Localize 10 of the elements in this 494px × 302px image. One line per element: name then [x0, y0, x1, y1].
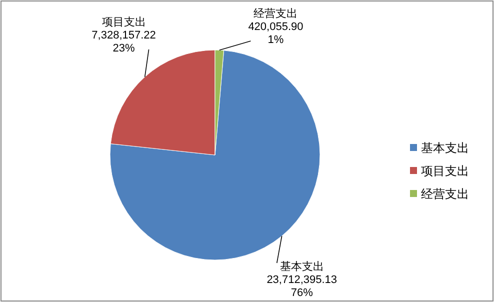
data-label: 7,328,157.22 23%	[92, 29, 156, 54]
legend-label: 项目支出	[421, 164, 469, 178]
slice-label: 经营支出	[254, 7, 298, 20]
slice-label: 基本支出	[280, 260, 324, 273]
data-label: 23,712,395.13 76%	[266, 274, 338, 299]
pie-slice	[110, 50, 320, 260]
legend-label: 经营支出	[421, 187, 469, 201]
slice-label: 项目支出	[102, 15, 146, 28]
data-label: 420,055.90 1%	[248, 21, 304, 46]
legend-label: 基本支出	[421, 141, 469, 155]
